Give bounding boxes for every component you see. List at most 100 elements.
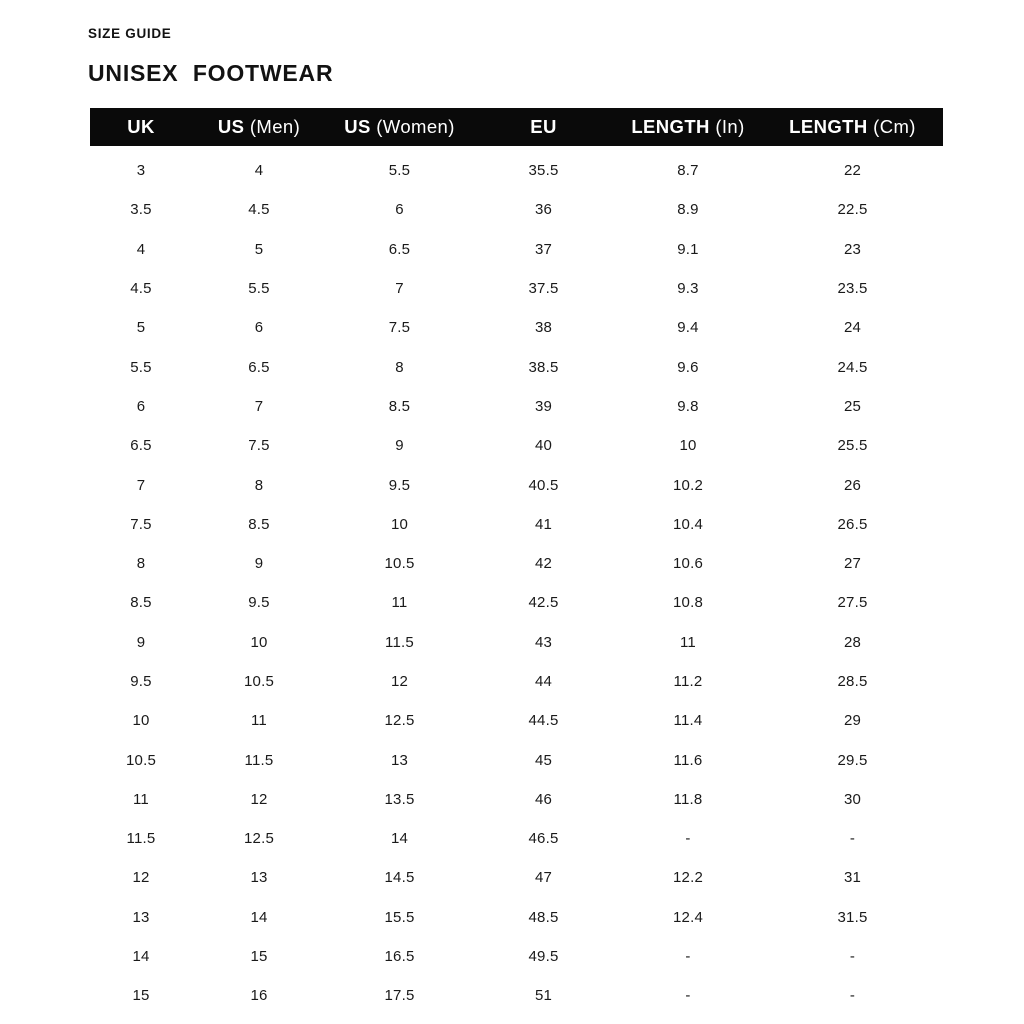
table-cell: 9.5 xyxy=(388,476,411,494)
table-cell: 10.2 xyxy=(673,476,703,494)
table-cell: 6 xyxy=(395,201,404,219)
table-cell: 13.5 xyxy=(384,790,415,808)
table-cell: 9.1 xyxy=(677,240,699,258)
column-header-length-cm: LENGTH (Cm) xyxy=(762,108,943,146)
table-row: 6.5 7.5 9 40 10 25.5 xyxy=(90,426,943,465)
table-cell: 42 xyxy=(534,555,553,573)
table-cell: 12.4 xyxy=(673,908,703,926)
table-cell: 46 xyxy=(534,790,553,808)
table-cell: 10.5 xyxy=(384,555,415,573)
column-header-main: US xyxy=(344,116,371,137)
table-cell: 5.5 xyxy=(130,358,152,376)
table-cell: 6.5 xyxy=(248,358,270,376)
table-cell: 24 xyxy=(843,319,862,337)
table-row: 6 7 8.5 39 9.8 25 xyxy=(90,387,943,426)
table-cell: 11.5 xyxy=(385,633,414,651)
table-cell: 28.5 xyxy=(837,673,868,690)
table-cell: 28 xyxy=(843,633,862,651)
table-cell: 8.9 xyxy=(677,201,699,219)
table-cell: 27.5 xyxy=(837,594,868,612)
table-cell: - xyxy=(685,987,691,1005)
column-header-main: US xyxy=(217,116,245,137)
table-cell: 5 xyxy=(136,319,146,337)
table-cell: 15 xyxy=(250,948,268,966)
table-cell: - xyxy=(685,830,691,848)
table-cell: 24.5 xyxy=(837,358,868,376)
table-cell: 44 xyxy=(534,673,553,690)
header-row: UK US (Men) US (Women) EU LENGTH (In) LENGTH … xyxy=(90,108,943,146)
table-cell: 35.5 xyxy=(528,162,559,180)
column-header-length-in: LENGTH (In) xyxy=(614,108,762,146)
table-cell: 9.6 xyxy=(677,358,699,376)
table-cell: 11.8 xyxy=(673,790,703,808)
table-cell: 11.6 xyxy=(673,751,703,769)
table-cell: 8.7 xyxy=(677,162,699,180)
table-cell: 15 xyxy=(132,987,150,1005)
table-cell: 6 xyxy=(254,319,264,337)
table-row: 5 6 7.5 38 9.4 24 xyxy=(90,308,943,347)
column-header-sub: (Cm) xyxy=(867,116,916,137)
table-row: 8.5 9.5 11 42.5 10.8 27.5 xyxy=(90,583,943,622)
table-cell: 36 xyxy=(534,201,553,219)
table-cell: 10.8 xyxy=(673,594,703,612)
table-cell: 9 xyxy=(395,437,404,455)
table-row: 14 15 16.5 49.5 - - xyxy=(90,937,943,976)
table-cell: 13 xyxy=(390,751,409,769)
table-cell: 12.5 xyxy=(244,830,274,848)
table-cell: 27 xyxy=(843,555,862,573)
table-cell: 15.5 xyxy=(384,908,415,926)
table-cell: - xyxy=(685,948,691,966)
table-row: 4 5 6.5 37 9.1 23 xyxy=(90,230,943,269)
table-cell: 38 xyxy=(534,319,553,337)
table-cell: - xyxy=(849,830,856,848)
column-header-us-women: US (Women) xyxy=(326,108,473,146)
table-cell: 8 xyxy=(395,358,404,376)
table-cell: 29 xyxy=(843,712,862,730)
table-cell: 37 xyxy=(534,240,553,258)
size-table: UK US (Men) US (Women) EU LENGTH (In) LENGTH … xyxy=(90,108,943,1016)
table-cell: 30 xyxy=(843,790,862,808)
table-cell: 37.5 xyxy=(528,280,559,298)
table-cell: 7.5 xyxy=(388,319,411,337)
table-cell: 51 xyxy=(534,987,553,1005)
table-cell: 39 xyxy=(534,397,553,415)
table-cell: 7 xyxy=(254,397,264,415)
table-cell: 9.5 xyxy=(130,673,152,690)
table-cell: 7.5 xyxy=(248,437,270,455)
table-row: 11.5 12.5 14 46.5 - - xyxy=(90,819,943,858)
table-cell: 38.5 xyxy=(528,358,559,376)
table-cell: 16.5 xyxy=(384,948,415,966)
table-cell: 10 xyxy=(679,437,697,455)
table-cell: 7 xyxy=(395,280,404,298)
table-cell: 10.5 xyxy=(244,673,274,690)
table-cell: 8.5 xyxy=(130,594,152,612)
table-cell: 9 xyxy=(136,633,146,651)
table-cell: 12.5 xyxy=(384,712,415,730)
table-cell: 12 xyxy=(390,673,409,690)
table-cell: 4.5 xyxy=(130,280,152,298)
table-cell: 7 xyxy=(136,476,146,494)
table-row: 13 14 15.5 48.5 12.4 31.5 xyxy=(90,898,943,937)
table-cell: 9 xyxy=(254,555,264,573)
table-cell: 11 xyxy=(391,594,408,612)
table-cell: 8 xyxy=(254,476,264,494)
table-row: 11 12 13.5 46 11.8 30 xyxy=(90,780,943,819)
table-row: 15 16 17.5 51 - - xyxy=(90,976,943,1015)
table-cell: 46.5 xyxy=(528,830,559,848)
table-cell: 5 xyxy=(254,240,264,258)
column-header-us-men: US (Men) xyxy=(192,108,326,146)
table-cell: 6.5 xyxy=(388,240,411,258)
table-row: 9.5 10.5 12 44 11.2 28.5 xyxy=(90,662,943,701)
column-header-main: LENGTH xyxy=(789,116,868,137)
table-cell: 17.5 xyxy=(384,987,415,1005)
table-cell: 14 xyxy=(132,948,150,966)
table-row: 9 10 11.5 43 11 28 xyxy=(90,623,943,662)
table-cell: 8.5 xyxy=(388,397,411,415)
table-row: 3 4 5.5 35.5 8.7 22 xyxy=(90,146,943,190)
table-cell: 9.8 xyxy=(677,397,699,415)
table-cell: 8.5 xyxy=(248,515,270,533)
size-guide-eyebrow: SIZE GUIDE xyxy=(88,26,172,41)
table-cell: 6 xyxy=(136,397,146,415)
